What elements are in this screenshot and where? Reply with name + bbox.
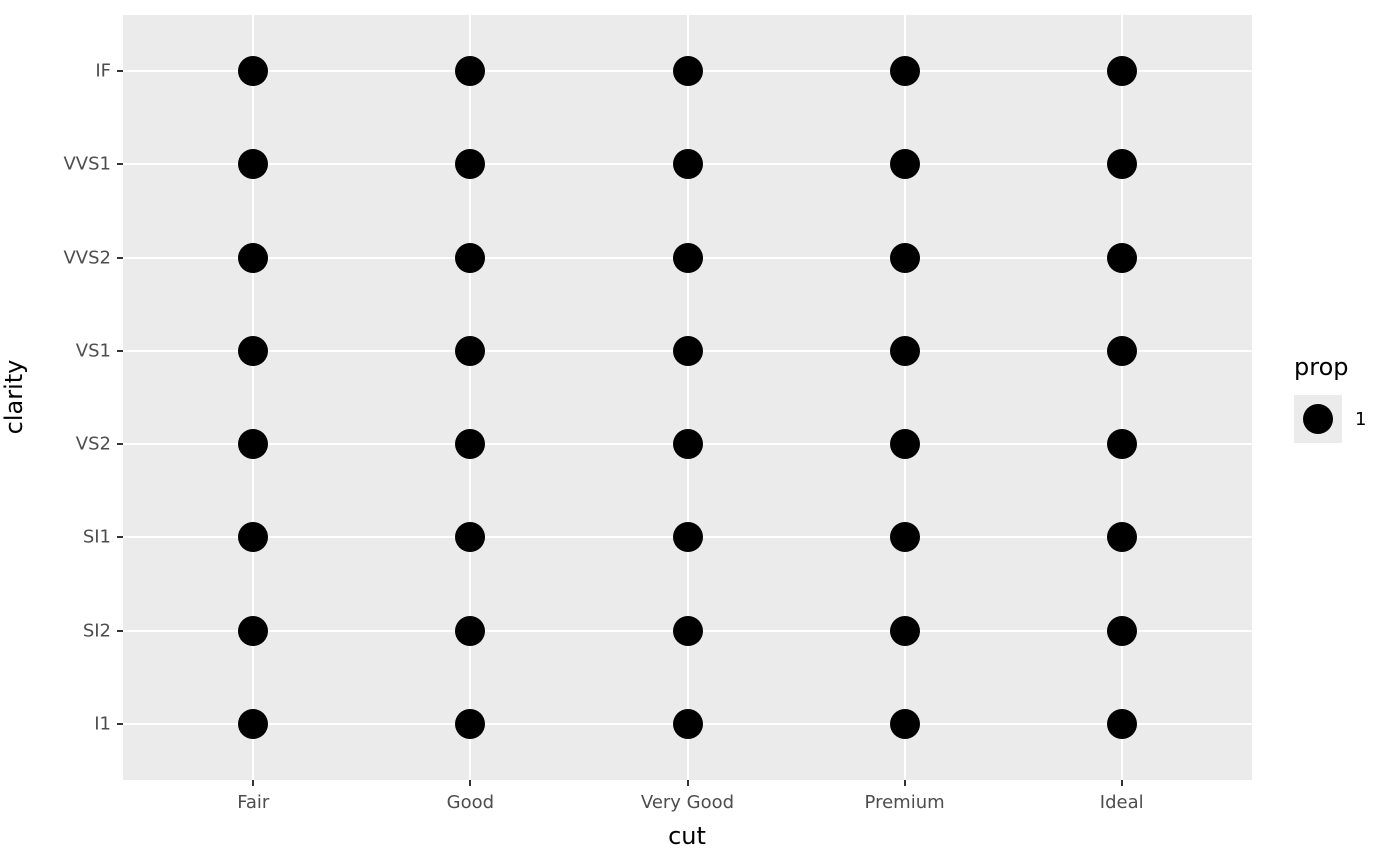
data-point (238, 709, 269, 740)
data-point (672, 615, 703, 646)
data-point (455, 242, 486, 273)
y-axis-tick (117, 256, 123, 259)
legend-entry-label: 1 (1355, 408, 1367, 430)
data-point (455, 709, 486, 740)
y-tick-label: VVS1 (63, 153, 111, 175)
y-tick-label: SI1 (82, 526, 111, 548)
data-point (672, 522, 703, 553)
x-tick-label: Very Good (640, 792, 735, 813)
data-point (672, 709, 703, 740)
y-tick-label: IF (95, 60, 111, 82)
data-point (238, 429, 269, 460)
data-point (889, 429, 920, 460)
y-axis-tick (117, 723, 123, 726)
y-tick-label: I1 (94, 713, 111, 735)
major-gridline-vertical (1120, 15, 1123, 780)
major-gridline-vertical (469, 15, 472, 780)
legend: prop 1 (1294, 353, 1394, 443)
data-point (1106, 242, 1137, 273)
y-tick-label: SI2 (82, 620, 111, 642)
y-axis-tick (117, 629, 123, 632)
data-point (1106, 149, 1137, 180)
data-point (455, 149, 486, 180)
y-axis-tick (117, 349, 123, 352)
x-axis-tick (469, 780, 472, 786)
data-point (455, 55, 486, 86)
data-point (1106, 429, 1137, 460)
data-point (238, 522, 269, 553)
data-point (672, 242, 703, 273)
x-axis-tick (903, 780, 906, 786)
x-tick-label: Good (446, 792, 495, 813)
y-axis-title: clarity (0, 359, 28, 435)
data-point (455, 615, 486, 646)
data-point (889, 149, 920, 180)
data-point (672, 335, 703, 366)
data-point (455, 335, 486, 366)
data-point (672, 429, 703, 460)
major-gridline-vertical (686, 15, 689, 780)
legend-entry: 1 (1294, 395, 1394, 443)
x-tick-label: Ideal (1099, 792, 1144, 813)
y-tick-label: VVS2 (63, 247, 111, 269)
data-point (1106, 615, 1137, 646)
data-point (1106, 55, 1137, 86)
legend-title: prop (1294, 353, 1349, 381)
data-point (1106, 522, 1137, 553)
data-point (889, 242, 920, 273)
y-axis-tick (117, 69, 123, 72)
y-axis-tick (117, 536, 123, 539)
data-point (889, 522, 920, 553)
data-point (238, 242, 269, 273)
data-point (889, 615, 920, 646)
y-tick-label: VS1 (75, 340, 111, 362)
x-tick-label: Premium (864, 792, 945, 813)
data-point (672, 149, 703, 180)
x-axis-tick (252, 780, 255, 786)
x-tick-label: Fair (237, 792, 270, 813)
major-gridline-vertical (903, 15, 906, 780)
data-point (238, 615, 269, 646)
y-axis-tick (117, 443, 123, 446)
data-point (889, 335, 920, 366)
y-tick-label: VS2 (75, 433, 111, 455)
major-gridline-vertical (252, 15, 255, 780)
data-point (1106, 709, 1137, 740)
x-axis-tick (1120, 780, 1123, 786)
data-point (889, 55, 920, 86)
data-point (238, 55, 269, 86)
data-point (238, 335, 269, 366)
data-point (455, 522, 486, 553)
x-axis-title: cut (668, 822, 706, 850)
data-point (455, 429, 486, 460)
data-point (889, 709, 920, 740)
y-axis-tick (117, 163, 123, 166)
x-axis-tick (686, 780, 689, 786)
legend-key (1294, 395, 1342, 443)
legend-point-icon (1303, 404, 1333, 434)
data-point (1106, 335, 1137, 366)
data-point (238, 149, 269, 180)
data-point (672, 55, 703, 86)
plot-panel (123, 15, 1252, 780)
